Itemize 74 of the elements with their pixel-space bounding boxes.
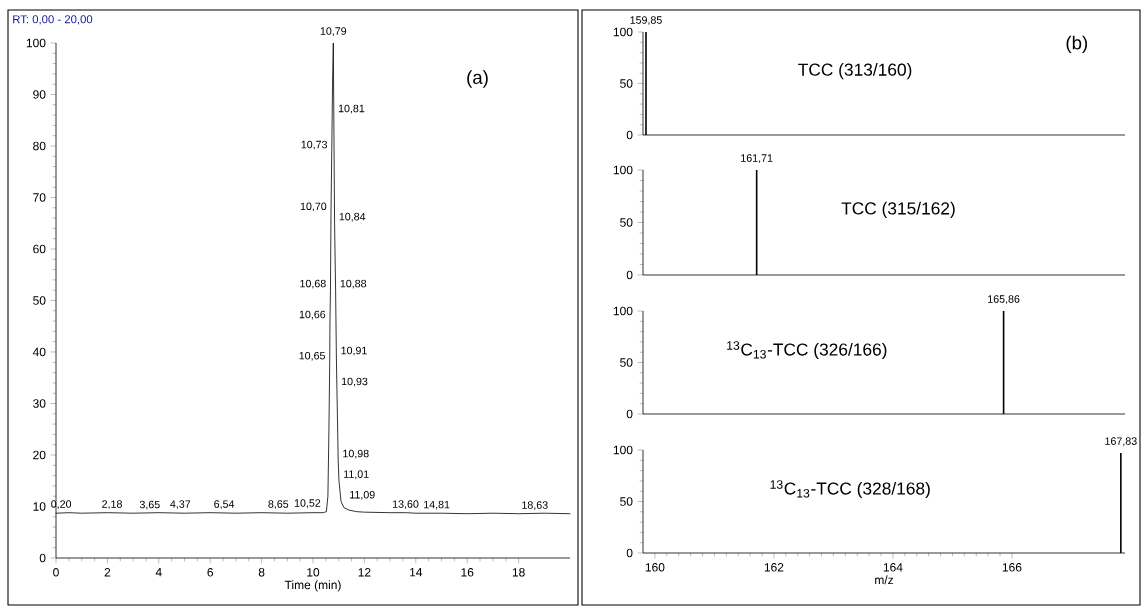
x-tick-label: 16: [461, 568, 474, 577]
y-tick-label: 100: [613, 27, 633, 37]
y-tick-label: 100: [613, 306, 633, 316]
y-tick-label: 0: [626, 409, 633, 419]
annotation: 3,65: [139, 500, 160, 510]
x-axis-title: Time (min): [284, 580, 341, 592]
annotation: 11,01: [344, 470, 369, 480]
text: $^{13}$C$_{13}$-TCC (328/168): [770, 480, 930, 499]
x-tick-label: 6: [207, 568, 214, 577]
annotation: 159,85: [630, 16, 662, 26]
y-tick-label: 50: [620, 358, 633, 367]
annotation: 4,37: [170, 500, 191, 510]
annotation: (b): [1066, 35, 1088, 54]
y-tick-label: 50: [33, 296, 46, 305]
annotation: 18,63: [522, 501, 548, 511]
text: TCC (315/162): [841, 201, 955, 218]
y-tick-label: 100: [613, 165, 633, 175]
x-tick-label: 160: [645, 563, 665, 572]
annotation: 11,09: [350, 490, 375, 500]
y-tick-label: 100: [613, 445, 633, 455]
y-tick-label: 80: [33, 141, 46, 151]
annotation: 10,68: [300, 279, 326, 289]
x-tick-label: 14: [410, 568, 423, 577]
annotation: 10,93: [341, 377, 368, 387]
y-tick-label: 0: [626, 270, 633, 280]
annotation: 0,20: [51, 500, 72, 510]
annotation: 13,60: [392, 500, 419, 510]
y-tick-label: 0: [39, 553, 46, 563]
y-tick-label: 50: [620, 218, 633, 227]
x-tick-label: 12: [358, 568, 371, 577]
y-tick-label: 90: [33, 90, 46, 99]
x-tick-label: 4: [155, 568, 162, 577]
annotation: 10,70: [300, 202, 327, 212]
x-axis-title: m/z: [875, 575, 894, 585]
text: $^{13}$C$_{13}$-TCC (326/166): [727, 341, 887, 360]
y-tick-label: 70: [33, 193, 46, 202]
annotation: 10,91: [341, 346, 367, 356]
annotation: 167,83: [1105, 437, 1137, 447]
text: RT: 0,00 - 20,00: [13, 15, 93, 25]
x-tick-label: 18: [512, 568, 525, 577]
x-tick-label: 166: [1002, 563, 1022, 572]
annotation: 6,54: [214, 500, 235, 510]
y-tick-label: 40: [32, 347, 46, 357]
annotation: (a): [467, 70, 488, 88]
annotation: 14,81: [424, 500, 450, 510]
annotation: 161,71: [741, 154, 773, 164]
annotation: 10,65: [299, 351, 325, 361]
x-tick-label: 0: [53, 568, 59, 577]
y-tick-label: 0: [626, 548, 633, 558]
annotation: 10,88: [340, 279, 367, 289]
x-tick-label: 8: [258, 568, 265, 577]
annotation: 10,79: [320, 27, 347, 37]
annotation: 10,81: [338, 104, 365, 114]
y-tick-label: 50: [620, 79, 633, 88]
annotation: 165,86: [988, 295, 1020, 305]
y-tick-label: 10: [33, 502, 46, 511]
y-tick-label: 30: [33, 399, 46, 408]
y-tick-label: 20: [33, 450, 46, 460]
text: TCC (313/160): [798, 63, 912, 80]
x-tick-label: 162: [764, 563, 784, 572]
annotation: 10,66: [299, 310, 326, 320]
annotation: 8,65: [268, 500, 289, 510]
y-tick-label: 100: [26, 38, 46, 48]
annotation: 10,73: [301, 140, 328, 150]
annotation: 10,98: [343, 449, 369, 459]
annotation: 2,18: [102, 500, 122, 510]
y-tick-label: 60: [33, 244, 46, 254]
x-tick-label: 164: [883, 563, 903, 572]
annotation: 10,52: [294, 499, 321, 509]
annotation: 10,84: [339, 212, 366, 222]
x-tick-label: 2: [104, 568, 111, 577]
y-tick-label: 0: [626, 130, 633, 140]
x-tick-label: 10: [307, 568, 320, 577]
y-tick-label: 50: [620, 497, 633, 506]
